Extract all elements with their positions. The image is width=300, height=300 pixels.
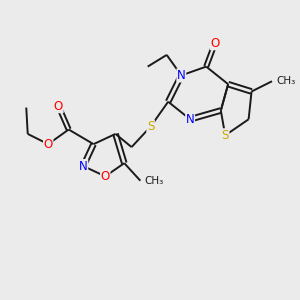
Text: CH₃: CH₃ (144, 176, 163, 186)
Text: N: N (186, 113, 194, 126)
Text: O: O (44, 138, 53, 151)
Text: O: O (210, 37, 220, 50)
Text: N: N (79, 160, 88, 172)
Text: N: N (177, 69, 186, 82)
Text: O: O (100, 170, 110, 183)
Text: S: S (221, 129, 229, 142)
Text: O: O (54, 100, 63, 112)
Text: CH₃: CH₃ (276, 76, 296, 86)
Text: S: S (147, 120, 154, 133)
